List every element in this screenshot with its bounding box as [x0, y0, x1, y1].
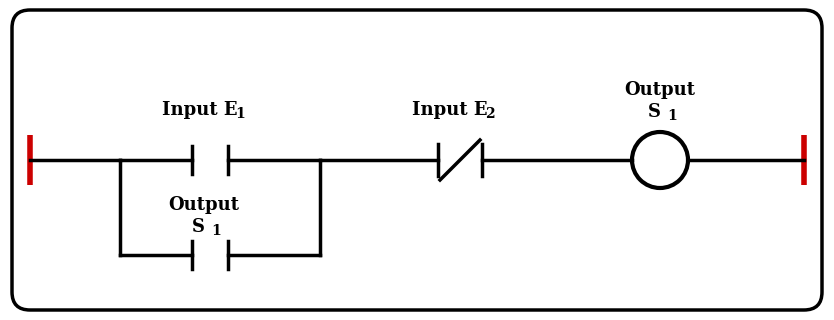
FancyBboxPatch shape — [12, 10, 822, 310]
Text: 1: 1 — [667, 109, 677, 123]
Text: 2: 2 — [485, 107, 495, 121]
Text: Input E: Input E — [412, 101, 488, 119]
Text: Input E: Input E — [163, 101, 238, 119]
Text: Output: Output — [625, 81, 696, 99]
Text: S: S — [192, 218, 204, 236]
Text: S: S — [647, 103, 661, 121]
Text: Output: Output — [168, 196, 239, 214]
Text: 1: 1 — [235, 107, 245, 121]
Text: 1: 1 — [211, 224, 221, 238]
